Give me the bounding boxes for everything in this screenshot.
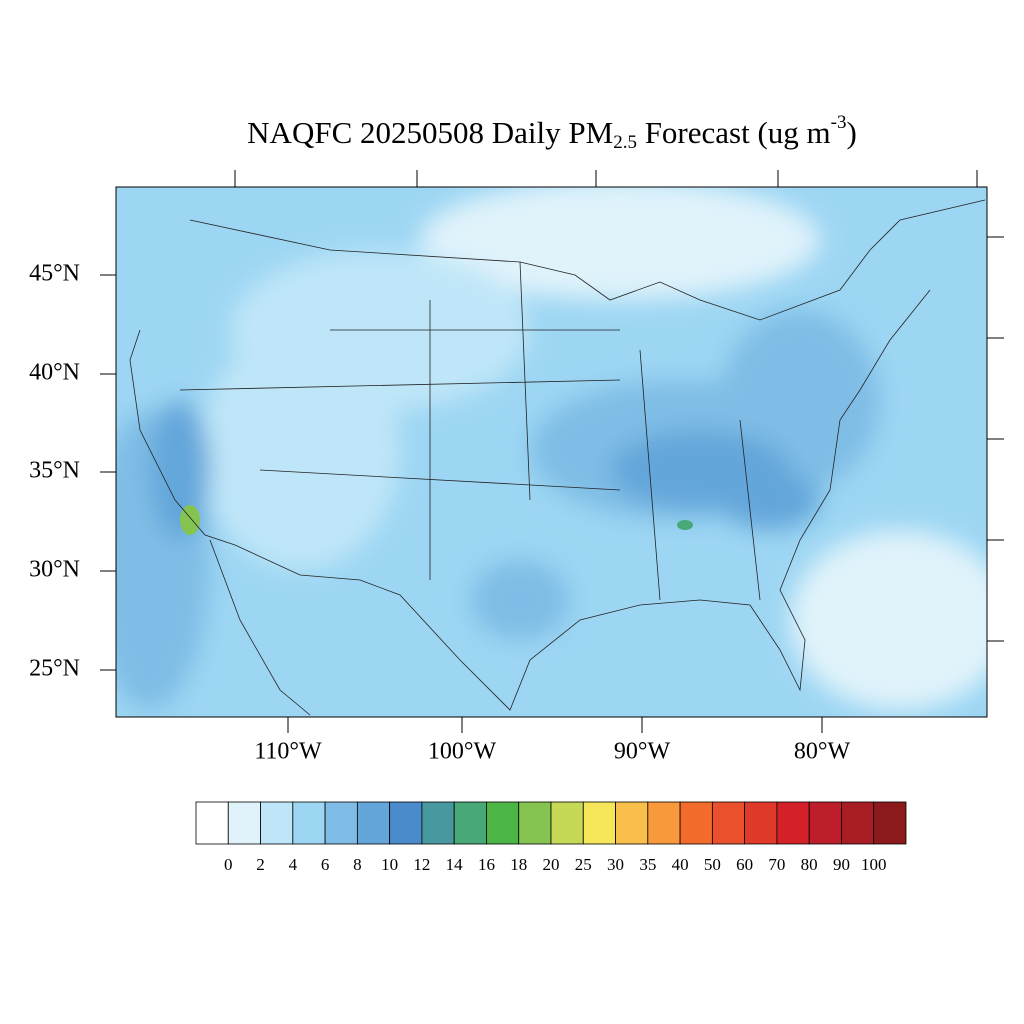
lat-label: 35°N xyxy=(29,458,80,484)
colorbar-box xyxy=(453,801,487,845)
colorbar-label: 50 xyxy=(704,855,721,874)
frame-ticks xyxy=(100,170,1004,733)
map-field xyxy=(116,187,987,717)
colorbar-label: 35 xyxy=(639,855,656,874)
colorbar-box xyxy=(227,801,261,845)
colorbar-label: 0 xyxy=(224,855,233,874)
colorbar-box xyxy=(260,801,294,845)
lon-label: 90°W xyxy=(614,739,671,765)
colorbar-label: 10 xyxy=(381,855,398,874)
lon-label: 100°W xyxy=(428,739,497,765)
title-main: NAQFC 20250508 Daily PM xyxy=(247,115,613,150)
colorbar-box xyxy=(195,801,229,845)
title-end: ) xyxy=(846,115,856,150)
title-sup: -3 xyxy=(831,112,847,133)
colorbar-box xyxy=(421,801,455,845)
colorbar-box xyxy=(873,801,907,845)
colorbar-label: 12 xyxy=(413,855,430,874)
colorbar-box xyxy=(582,801,616,845)
colorbar-label: 8 xyxy=(353,855,362,874)
colorbar-box xyxy=(679,801,713,845)
title-sub: 2.5 xyxy=(613,132,637,153)
colorbar-label: 6 xyxy=(321,855,330,874)
colorbar-label: 16 xyxy=(478,855,495,874)
colorbar-label: 2 xyxy=(256,855,265,874)
lat-label: 45°N xyxy=(29,261,80,287)
boundaries xyxy=(129,199,986,716)
colorbar-label: 25 xyxy=(575,855,592,874)
colorbar-label: 60 xyxy=(736,855,753,874)
colorbar-box xyxy=(711,801,746,845)
colorbar-box xyxy=(518,801,552,845)
colorbar-box xyxy=(486,801,520,845)
colorbar-label: 4 xyxy=(289,855,298,874)
colorbar-box xyxy=(841,801,875,845)
colorbar-box xyxy=(615,801,649,845)
colorbar-box xyxy=(292,801,326,845)
colorbar-box xyxy=(324,801,358,845)
colorbar-label: 18 xyxy=(510,855,527,874)
colorbar-label: 100 xyxy=(861,855,887,874)
colorbar-label: 40 xyxy=(672,855,689,874)
colorbar-box xyxy=(389,801,423,845)
map-frame xyxy=(115,186,988,718)
title-mid: Forecast (ug m xyxy=(637,115,831,150)
colorbar-label: 20 xyxy=(543,855,560,874)
colorbar-box xyxy=(550,801,584,845)
colorbar-label: 80 xyxy=(801,855,818,874)
colorbar-label: 90 xyxy=(833,855,850,874)
lat-label: 40°N xyxy=(29,360,80,386)
colorbar-box xyxy=(356,801,391,845)
colorbar-box xyxy=(647,801,681,845)
lat-label: 25°N xyxy=(29,656,80,682)
title: NAQFC 20250508 Daily PM2.5 Forecast (ug … xyxy=(247,112,857,153)
lon-label: 110°W xyxy=(254,739,322,765)
lat-label: 30°N xyxy=(29,557,80,583)
colorbar-box xyxy=(808,801,842,845)
colorbar-box xyxy=(776,801,810,845)
lon-label: 80°W xyxy=(794,739,851,765)
colorbar-label: 14 xyxy=(446,855,464,874)
colorbar-box xyxy=(744,801,778,845)
colorbar-label: 70 xyxy=(768,855,785,874)
colorbar-label: 30 xyxy=(607,855,624,874)
